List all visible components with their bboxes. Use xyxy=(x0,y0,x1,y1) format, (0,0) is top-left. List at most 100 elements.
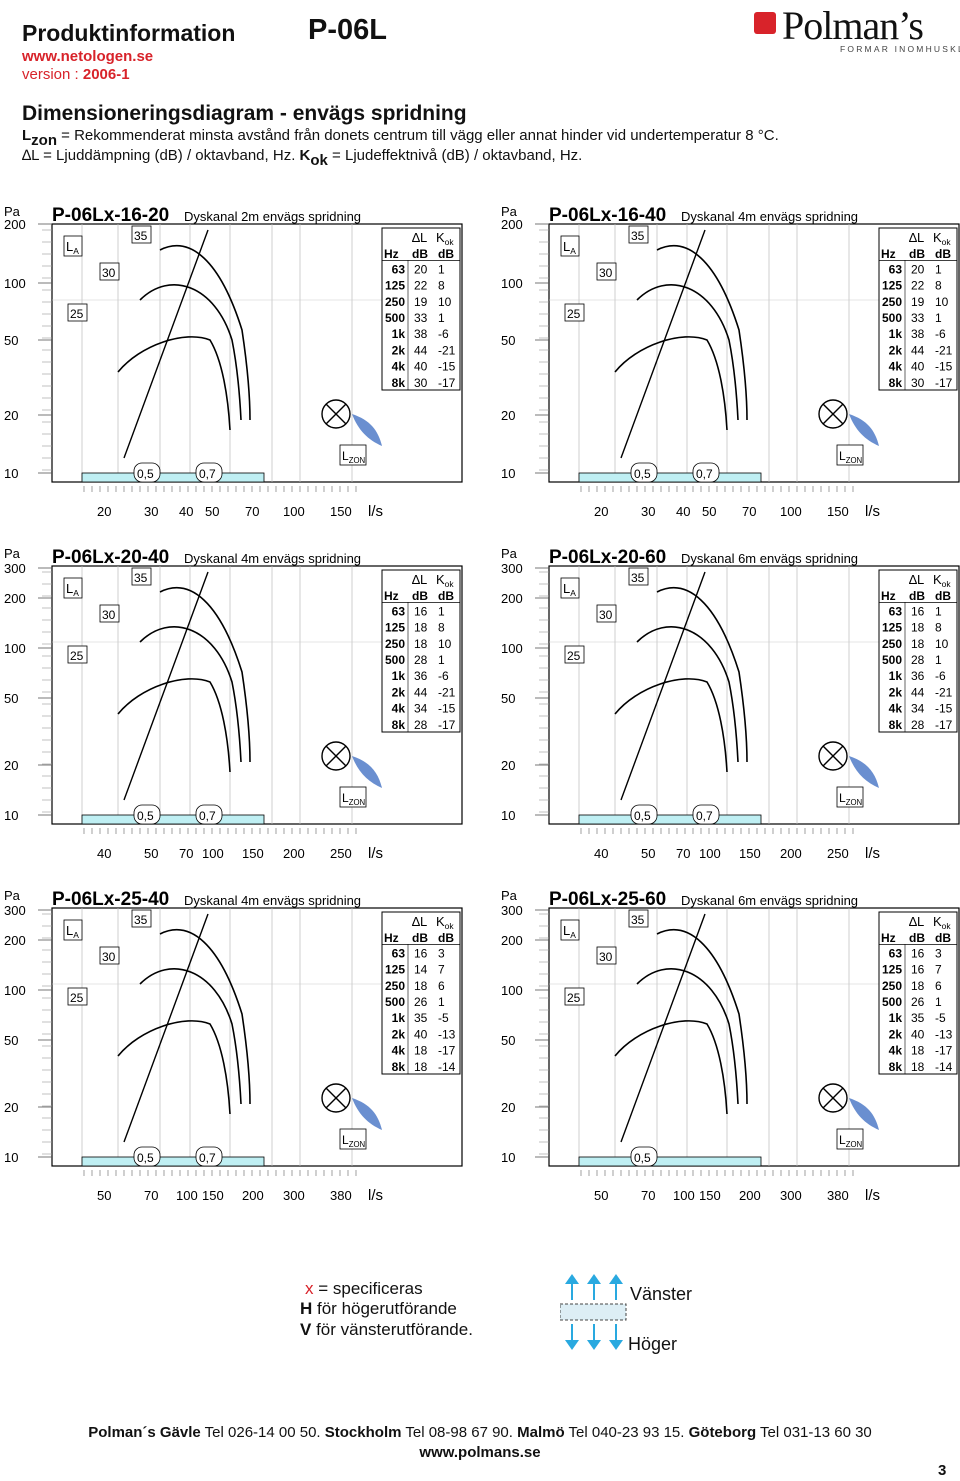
table-cell-dl: 34 xyxy=(414,702,428,716)
table-cell-kok: -15 xyxy=(935,360,953,374)
table-cell-dl: 33 xyxy=(911,311,925,325)
table-cell-dl: 22 xyxy=(911,279,925,293)
octave-table xyxy=(878,911,958,1075)
legend-v-char: V xyxy=(300,1320,312,1339)
website-link[interactable]: www.netologen.se xyxy=(22,48,154,65)
table-cell-hz: 63 xyxy=(889,946,903,960)
y-tick-label: 300 xyxy=(501,903,523,918)
table-cell-kok: -17 xyxy=(438,718,456,732)
x-tick-label: 250 xyxy=(827,846,849,861)
footer-city-malmo: Malmö xyxy=(517,1424,565,1441)
table-cell-kok: 10 xyxy=(935,295,949,309)
table-cell-hz: 125 xyxy=(385,621,405,635)
table-cell-dl: 28 xyxy=(911,718,925,732)
zone-bar xyxy=(81,1156,265,1167)
table-cell-kok: 10 xyxy=(935,637,949,651)
zone-label: 0,5 xyxy=(634,467,651,481)
damper-cross-2 xyxy=(822,745,844,767)
curve-label-box xyxy=(67,303,88,322)
x-tick-label: 50 xyxy=(97,1188,111,1203)
curve-label-30: 30 xyxy=(599,266,613,280)
y-axis-unit-pa: Pa xyxy=(501,204,518,219)
table-cell-kok: 6 xyxy=(438,979,445,993)
footer-website-link[interactable]: www.polmans.se xyxy=(419,1444,541,1461)
x-tick-label: 100 xyxy=(283,504,305,519)
table-cell-dl: 28 xyxy=(911,653,925,667)
table-col-db2: dB xyxy=(438,589,454,603)
version-label: version : xyxy=(22,66,79,83)
y-tick-label: 300 xyxy=(4,561,26,576)
x-tick-label: 200 xyxy=(780,846,802,861)
table-cell-kok: -17 xyxy=(935,718,953,732)
chart-title-desc: Dyskanal 2m envägs spridning xyxy=(184,209,361,224)
table-cell-dl: 18 xyxy=(911,1060,925,1074)
logo-tagline: FORMAR INOMHUSKLIMAT xyxy=(840,44,960,54)
footer-city-stockholm: Stockholm xyxy=(324,1424,402,1441)
la-label-box xyxy=(63,235,83,257)
duct-curve xyxy=(123,229,209,459)
duct-curve xyxy=(620,229,706,459)
table-cell-dl: 18 xyxy=(414,1060,428,1074)
curve-label-25: 25 xyxy=(567,649,581,663)
table-cell-hz: 63 xyxy=(392,262,406,276)
table-cell-kok: 3 xyxy=(935,946,942,960)
table-cell-dl: 28 xyxy=(414,718,428,732)
legend-v-text: för vänsterutförande. xyxy=(311,1320,473,1339)
table-cell-hz: 8k xyxy=(392,718,406,732)
table-cell-kok: -17 xyxy=(438,1044,456,1058)
table-cell-kok: -15 xyxy=(438,702,456,716)
damper-cross-2 xyxy=(325,403,347,425)
chart-title-desc: Dyskanal 6m envägs spridning xyxy=(681,893,858,908)
table-cell-kok: -14 xyxy=(935,1060,953,1074)
curve-label-25: 25 xyxy=(567,991,581,1005)
table-cell-kok: -5 xyxy=(438,1011,449,1025)
x-tick-label: 70 xyxy=(742,504,756,519)
table-cell-dl: 40 xyxy=(911,360,925,374)
table-cell-dl: 14 xyxy=(414,963,428,977)
table-cell-kok: -14 xyxy=(438,1060,456,1074)
table-cell-dl: 26 xyxy=(911,995,925,1009)
chart-title-code: P-06Lx-25-40 xyxy=(52,889,169,910)
x-tick-label: 50 xyxy=(702,504,716,519)
table-cell-kok: -17 xyxy=(438,376,456,390)
table-cell-dl: 35 xyxy=(414,1011,428,1025)
chart-title-desc: Dyskanal 4m envägs spridning xyxy=(184,551,361,566)
system-curve-25 xyxy=(614,678,728,773)
table-cell-dl: 35 xyxy=(911,1011,925,1025)
version-line: version : 2006-1 xyxy=(22,66,130,83)
curve-label-box xyxy=(628,567,649,586)
chart-title-code: P-06Lx-16-20 xyxy=(52,205,169,226)
table-cell-hz: 4k xyxy=(392,702,406,716)
curve-label-25: 25 xyxy=(70,307,84,321)
legend-x-line: x = specificeras xyxy=(305,1279,423,1299)
x-tick-label: 40 xyxy=(179,504,193,519)
table-cell-hz: 63 xyxy=(889,262,903,276)
la-label-box xyxy=(560,235,580,257)
system-curve-30 xyxy=(636,968,739,1105)
table-cell-hz: 2k xyxy=(392,1027,406,1041)
table-cell-dl: 28 xyxy=(414,653,428,667)
airflow-plume-icon xyxy=(352,1098,382,1130)
x-tick-label: 380 xyxy=(330,1188,352,1203)
x-tick-label: 70 xyxy=(245,504,259,519)
table-cell-hz: 250 xyxy=(385,979,405,993)
x-axis-unit: l/s xyxy=(865,1187,880,1204)
system-curve-35 xyxy=(159,929,251,1105)
chart-title-desc: Dyskanal 6m envägs spridning xyxy=(681,551,858,566)
legend-x-char: x xyxy=(305,1279,314,1298)
table-cell-hz: 500 xyxy=(882,311,902,325)
system-curve-30 xyxy=(139,626,242,763)
legend-h-char: H xyxy=(300,1299,313,1318)
zone-label: 0,5 xyxy=(634,809,651,823)
curve-label-box xyxy=(131,225,152,244)
table-cell-dl: 38 xyxy=(911,327,925,341)
table-cell-dl: 44 xyxy=(414,685,428,699)
y-tick-label: 10 xyxy=(4,808,18,823)
curve-label-35: 35 xyxy=(134,913,148,927)
table-col-db1: dB xyxy=(412,247,428,261)
curve-label-box xyxy=(596,262,617,281)
table-cell-kok: -13 xyxy=(438,1027,456,1041)
curve-label-35: 35 xyxy=(631,571,645,585)
system-curve-25 xyxy=(117,336,231,431)
table-cell-hz: 1k xyxy=(392,669,406,683)
